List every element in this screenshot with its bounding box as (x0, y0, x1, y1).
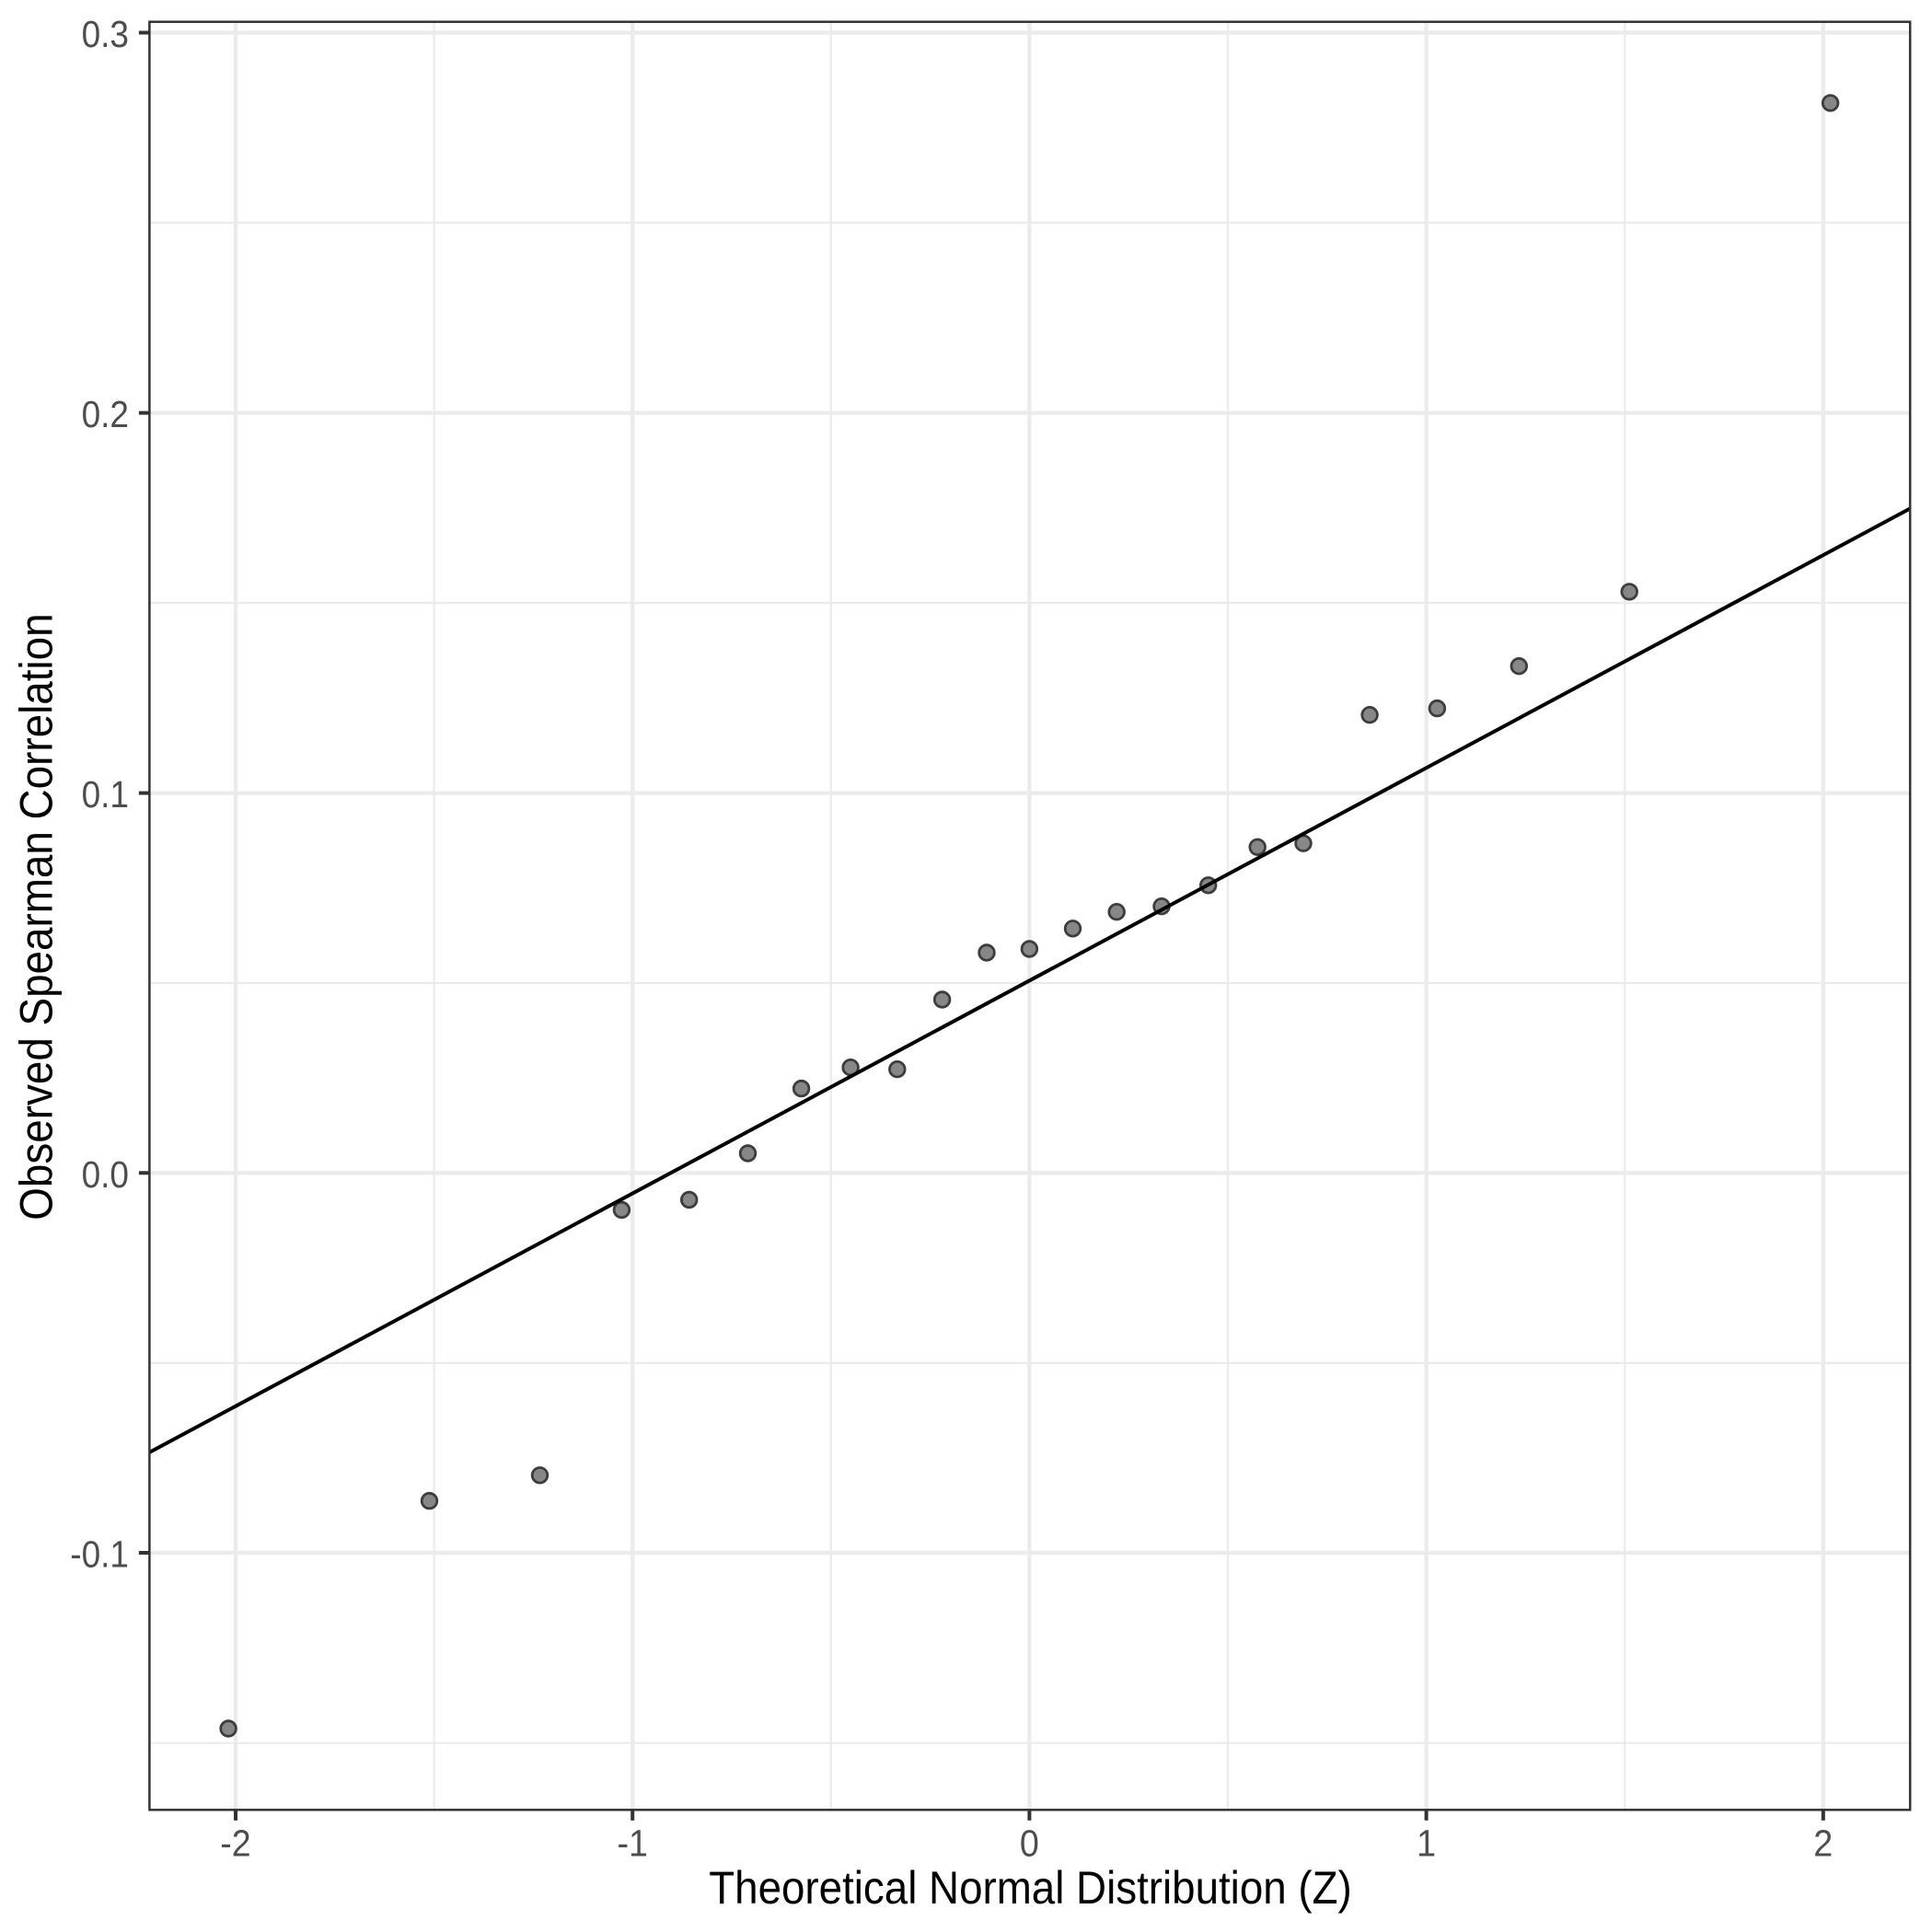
svg-text:1: 1 (1417, 1822, 1436, 1865)
svg-text:0.3: 0.3 (82, 13, 129, 55)
svg-text:0.1: 0.1 (82, 773, 129, 816)
svg-text:Observed Spearman Correlation: Observed Spearman Correlation (11, 613, 63, 1220)
svg-text:0.2: 0.2 (82, 393, 129, 435)
svg-text:-1: -1 (618, 1822, 648, 1865)
svg-text:Theoretical Normal Distributio: Theoretical Normal Distribution (Z) (709, 1862, 1352, 1914)
svg-text:0.0: 0.0 (82, 1153, 129, 1196)
svg-text:-2: -2 (220, 1822, 250, 1865)
svg-text:-0.1: -0.1 (70, 1533, 129, 1576)
svg-text:2: 2 (1813, 1822, 1833, 1865)
svg-text:0: 0 (1020, 1822, 1039, 1865)
